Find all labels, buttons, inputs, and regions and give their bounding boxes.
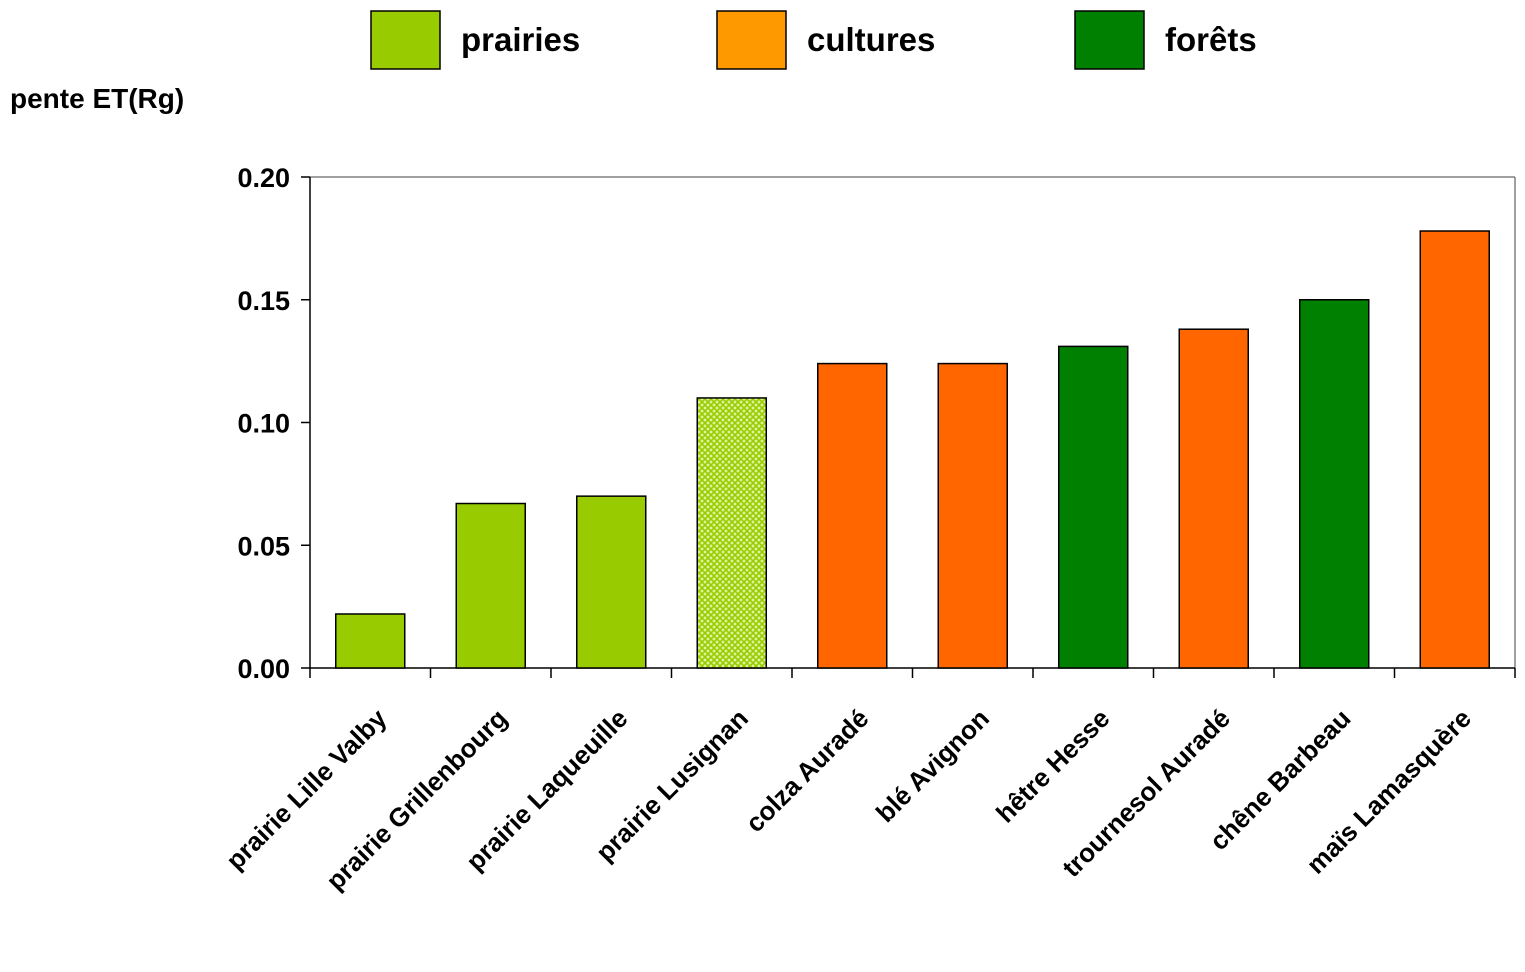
bar-10	[1419, 230, 1490, 669]
y-tick-label: 0.05	[237, 531, 290, 561]
legend-label-1: prairies	[461, 21, 580, 58]
x-category-label: blé Avignon	[870, 703, 995, 828]
bar-3	[576, 495, 647, 669]
legend-swatch-3	[1074, 10, 1145, 70]
bar-9	[1299, 299, 1370, 669]
bar-1	[335, 613, 406, 669]
legend-label-2: cultures	[807, 21, 935, 58]
y-tick-label: 0.15	[237, 286, 290, 316]
legend: prairies cultures forêts	[370, 10, 1257, 70]
bar-6	[937, 362, 1008, 669]
bar-5	[817, 362, 888, 669]
bar-2	[455, 502, 526, 669]
y-axis-label: pente ET(Rg)	[10, 83, 184, 114]
x-category-label: colza Auradé	[740, 703, 875, 838]
y-tick-label: 0.00	[237, 654, 290, 684]
legend-swatch-2	[716, 10, 787, 70]
y-tick-label: 0.20	[237, 163, 290, 193]
legend-swatch-1	[370, 10, 441, 70]
bar-7	[1058, 345, 1129, 669]
y-tick-label: 0.10	[237, 409, 290, 439]
bar-4	[696, 397, 767, 669]
legend-label-3: forêts	[1165, 21, 1257, 58]
bar-8	[1178, 328, 1249, 669]
x-category-label: hêtre Hesse	[990, 703, 1115, 828]
